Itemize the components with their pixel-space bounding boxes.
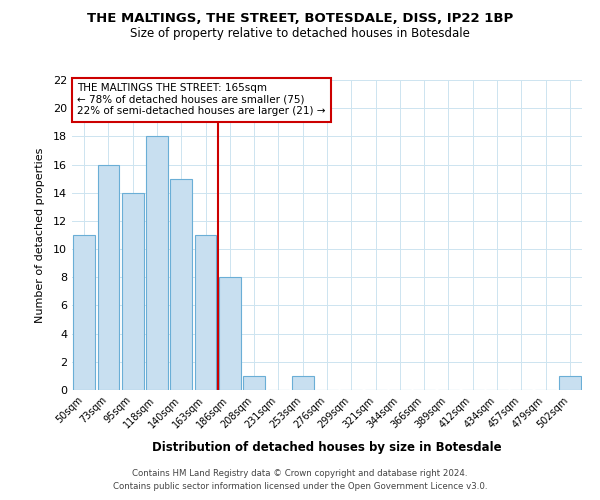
Bar xyxy=(170,178,192,390)
Bar xyxy=(194,235,217,390)
Bar xyxy=(73,235,95,390)
Text: THE MALTINGS THE STREET: 165sqm
← 78% of detached houses are smaller (75)
22% of: THE MALTINGS THE STREET: 165sqm ← 78% of… xyxy=(77,83,326,116)
Text: Size of property relative to detached houses in Botesdale: Size of property relative to detached ho… xyxy=(130,28,470,40)
Bar xyxy=(243,376,265,390)
Text: Contains HM Land Registry data © Crown copyright and database right 2024.: Contains HM Land Registry data © Crown c… xyxy=(132,468,468,477)
Bar xyxy=(122,192,143,390)
Bar xyxy=(219,278,241,390)
Y-axis label: Number of detached properties: Number of detached properties xyxy=(35,148,44,322)
Text: THE MALTINGS, THE STREET, BOTESDALE, DISS, IP22 1BP: THE MALTINGS, THE STREET, BOTESDALE, DIS… xyxy=(87,12,513,26)
Bar xyxy=(559,376,581,390)
Bar xyxy=(97,164,119,390)
Bar xyxy=(292,376,314,390)
Bar xyxy=(146,136,168,390)
X-axis label: Distribution of detached houses by size in Botesdale: Distribution of detached houses by size … xyxy=(152,441,502,454)
Text: Contains public sector information licensed under the Open Government Licence v3: Contains public sector information licen… xyxy=(113,482,487,491)
